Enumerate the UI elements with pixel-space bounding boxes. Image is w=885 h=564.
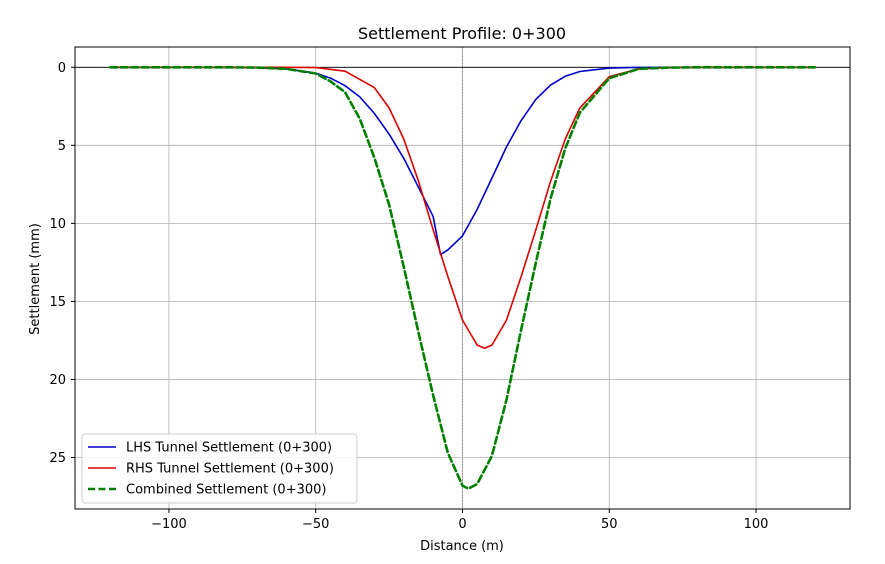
x-axis-ticks: −100 −50 0 50 100 <box>151 509 768 532</box>
rhs-settlement-line <box>109 66 816 350</box>
x-tick-label: −100 <box>151 517 187 532</box>
x-tick-label: 0 <box>458 517 466 532</box>
lhs-settlement-line <box>109 66 816 256</box>
y-tick-label: 20 <box>49 373 66 388</box>
combined-settlement-line <box>108 66 817 491</box>
y-tick-label: 15 <box>49 295 66 310</box>
legend-entry-label: LHS Tunnel Settlement (0+300) <box>126 441 332 456</box>
y-axis-label: Settlement (mm) <box>28 223 43 335</box>
legend-entry-label: Combined Settlement (0+300) <box>126 483 326 498</box>
x-tick-label: 50 <box>601 517 618 532</box>
chart-title: Settlement Profile: 0+300 <box>358 24 566 43</box>
legend-entry-label: RHS Tunnel Settlement (0+300) <box>126 462 334 477</box>
y-tick-label: 5 <box>58 139 66 154</box>
legend-box <box>81 433 358 504</box>
y-axis-ticks: 0 5 10 15 20 25 <box>49 61 75 466</box>
y-tick-label: 10 <box>49 217 66 232</box>
y-tick-label: 0 <box>58 61 66 76</box>
y-tick-label: 25 <box>49 451 66 466</box>
legend: LHS Tunnel Settlement (0+300) RHS Tunnel … <box>81 433 358 504</box>
x-axis-label: Distance (m) <box>420 539 504 554</box>
x-tick-label: 100 <box>744 517 769 532</box>
series-lines <box>108 66 817 491</box>
x-tick-label: −50 <box>302 517 329 532</box>
